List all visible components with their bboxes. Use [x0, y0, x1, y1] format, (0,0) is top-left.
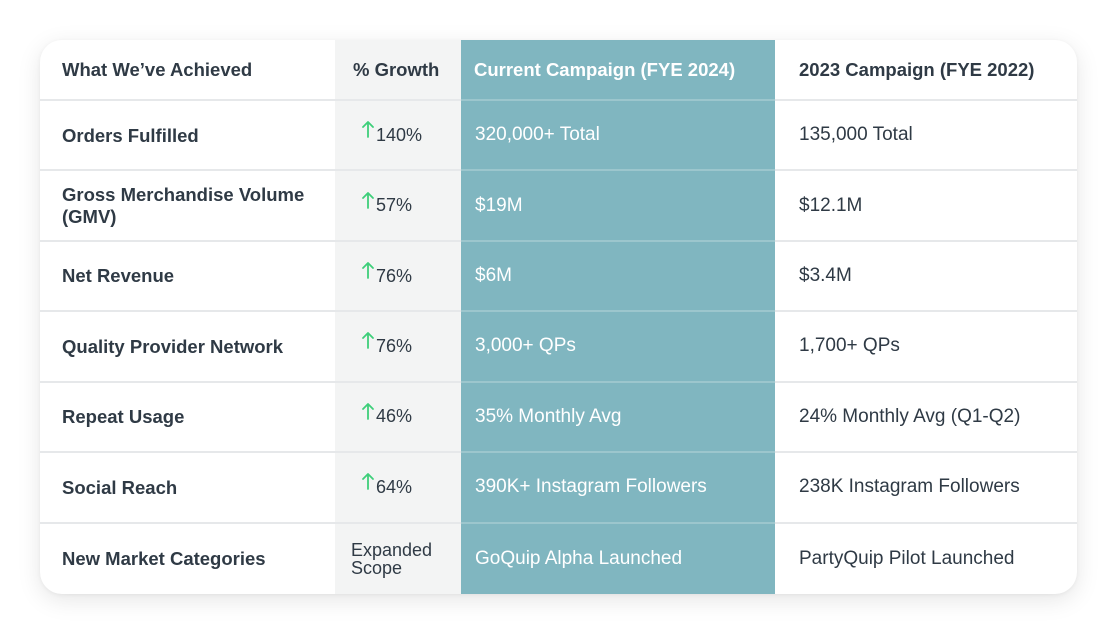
- previous-value: 135,000 Total: [775, 101, 1077, 172]
- metric-label: Quality Provider Network: [40, 312, 335, 383]
- previous-value: PartyQuip Pilot Launched: [799, 547, 1015, 569]
- growth-value: 64%: [376, 476, 413, 497]
- growth-value: 140%: [376, 124, 423, 145]
- previous-value: 24% Monthly Avg (Q1-Q2): [775, 383, 1077, 454]
- growth-cell: 57%: [335, 171, 461, 242]
- growth-value: 76%: [376, 265, 413, 286]
- growth-value: 46%: [376, 406, 413, 427]
- growth-value: Expanded Scope: [351, 539, 433, 578]
- current-value: 320,000+ Total: [461, 101, 775, 172]
- metric-label: New Market Categories: [62, 548, 266, 570]
- growth-cell: 76%: [335, 241, 461, 313]
- achievements-card: What We’ve Achieved % Growth Current Cam…: [40, 40, 1077, 594]
- metric-label: Social Reach: [40, 453, 335, 524]
- current-value: GoQuip Alpha Launched: [461, 523, 775, 594]
- previous-value: $12.1M: [775, 171, 1077, 242]
- header-growth: % Growth: [335, 40, 461, 101]
- growth-cell: 140%: [335, 101, 461, 172]
- growth-value: 76%: [376, 335, 413, 356]
- arrow-up-icon: [362, 403, 374, 420]
- growth-cell: Expanded Scope: [335, 523, 461, 594]
- growth-cell: 64%: [335, 453, 461, 524]
- header-current-campaign: Current Campaign (FYE 2024): [461, 40, 775, 101]
- current-value: 390K+ Instagram Followers: [461, 453, 775, 524]
- metric-label: Net Revenue: [40, 242, 335, 313]
- growth-cell: 46%: [335, 382, 461, 454]
- header-metric: What We’ve Achieved: [40, 40, 335, 101]
- previous-value: 238K Instagram Followers: [775, 453, 1077, 524]
- achievements-table: What We’ve Achieved % Growth Current Cam…: [40, 40, 1077, 594]
- arrow-up-icon: [362, 262, 374, 279]
- growth-cell: 76%: [335, 312, 461, 383]
- header-previous-campaign: 2023 Campaign (FYE 2022): [775, 40, 1077, 101]
- current-value: $19M: [461, 171, 775, 242]
- current-value: 35% Monthly Avg: [461, 382, 775, 454]
- metric-label: Orders Fulfilled: [40, 101, 335, 172]
- current-value: $6M: [461, 241, 775, 313]
- metric-label: Repeat Usage: [40, 383, 335, 454]
- metric-label: Gross Merchandise Volume (GMV): [40, 171, 335, 242]
- growth-value: 57%: [376, 195, 413, 216]
- arrow-up-icon: [362, 473, 374, 491]
- current-value: 3,000+ QPs: [461, 312, 775, 383]
- arrow-up-icon: [362, 191, 374, 209]
- arrow-up-icon: [362, 121, 374, 139]
- previous-value: 1,700+ QPs: [775, 312, 1077, 383]
- arrow-up-icon: [362, 332, 374, 350]
- previous-value: $3.4M: [775, 242, 1077, 313]
